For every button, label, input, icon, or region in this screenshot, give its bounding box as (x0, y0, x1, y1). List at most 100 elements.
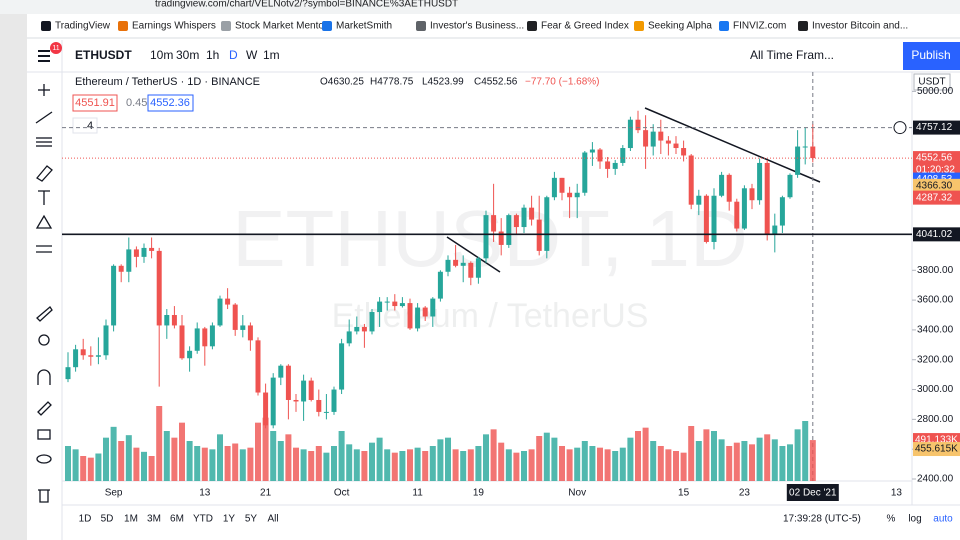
bookmark[interactable]: TradingView (55, 21, 111, 32)
candle-body (437, 271, 443, 299)
volume-bar (688, 426, 695, 481)
volume-bar (627, 437, 634, 481)
scale-option[interactable]: auto (933, 514, 953, 525)
price-label-box (913, 178, 960, 193)
candle-body (346, 331, 352, 344)
candle-body (795, 146, 801, 175)
candle-body (483, 215, 489, 259)
indicator-count: 4 (87, 120, 93, 132)
volume-bar (141, 451, 147, 481)
range-button[interactable]: 3M (147, 514, 161, 525)
watermark-sub: Ethereum / TetherUS (332, 297, 649, 335)
side-window (0, 14, 27, 540)
volume-bar (771, 439, 778, 481)
x-tick-label: 19 (473, 488, 485, 499)
interval[interactable]: 30m (176, 48, 199, 62)
candle-body (149, 247, 155, 251)
range-button[interactable]: 1M (124, 514, 138, 525)
y-tick-label: 5000.00 (917, 86, 954, 97)
add-alert[interactable] (893, 121, 907, 135)
scale-option[interactable]: log (908, 514, 921, 525)
symbol[interactable]: ETHUSDT (75, 48, 132, 62)
bookmark[interactable]: Stock Market Mentor (235, 21, 328, 32)
price-label: 4287.32 (916, 192, 953, 203)
volume-bar (741, 441, 748, 481)
bookmark-icon (634, 21, 644, 31)
bookmark[interactable]: Fear & Greed Index (541, 21, 629, 32)
y-tick-label: 3800.00 (917, 265, 954, 276)
x-tick-label: 13 (199, 488, 211, 499)
volume-bar (338, 431, 345, 481)
ohlc-value: O4630.25 (320, 77, 364, 88)
volume-bar (118, 441, 125, 481)
candle-body (453, 259, 459, 266)
candle-body (460, 262, 466, 266)
publish-button[interactable] (903, 42, 960, 70)
volume-bar (270, 431, 277, 481)
cursor-date: 02 Dec '21 (789, 488, 837, 499)
bookmark-icon (719, 21, 729, 31)
scale-option[interactable]: % (887, 514, 896, 525)
volume-bar (300, 449, 307, 481)
bookmark[interactable]: Seeking Alpha (648, 21, 712, 32)
clock: 17:39:28 (UTC-5) (783, 514, 861, 525)
ask-box[interactable] (147, 94, 194, 112)
interval[interactable]: 1h (206, 48, 219, 62)
interval[interactable]: 1m (263, 48, 280, 62)
range-button[interactable]: 1Y (223, 514, 236, 525)
volume-bar (619, 447, 626, 481)
indicator-toggle[interactable] (72, 117, 98, 134)
bookmark[interactable]: Earnings Whispers (132, 21, 216, 32)
candle-body (141, 247, 147, 257)
ohlc-value: −77.70 (−1.68%) (525, 77, 600, 88)
menu-icon[interactable] (38, 50, 50, 62)
volume-bar (414, 447, 421, 481)
bookmark[interactable]: Investor Bitcoin and... (812, 21, 908, 32)
candle-body (559, 177, 565, 193)
publish-label[interactable]: Publish (911, 48, 950, 62)
candle-body (802, 146, 808, 148)
volume-bar (201, 447, 208, 481)
candle-body (635, 119, 641, 131)
url[interactable]: tradingview.com/chart/VELNotv2/?symbol=B… (155, 0, 458, 10)
drawing-tools[interactable] (35, 84, 53, 503)
bookmark[interactable]: FINVIZ.com (733, 21, 786, 32)
x-tick-label: Nov (568, 488, 586, 499)
volume-bar (604, 449, 611, 481)
candle-body (627, 119, 633, 149)
interval[interactable]: 10m (150, 48, 173, 62)
volume-bar (764, 434, 771, 481)
range-button[interactable]: YTD (193, 514, 213, 525)
volume-bar (308, 451, 315, 481)
candle-body (270, 377, 276, 426)
candle-body (779, 197, 785, 226)
candle-body (369, 312, 375, 332)
volume-bar (597, 447, 603, 481)
price-label: 4757.12 (916, 122, 953, 133)
range-button[interactable]: 5Y (245, 514, 258, 525)
range-button[interactable]: 6M (170, 514, 184, 525)
y-tick-label: 3200.00 (917, 354, 954, 365)
volume-bar (612, 451, 619, 481)
volume-bar (642, 427, 649, 481)
interval[interactable]: D (229, 48, 238, 62)
bid-box[interactable] (72, 94, 118, 112)
bookmark[interactable]: Investor's Business... (430, 21, 524, 32)
candle-body (764, 162, 770, 235)
layout-menu[interactable]: All Time Fram... (750, 48, 834, 62)
candle-body (734, 201, 740, 229)
bookmark[interactable]: MarketSmith (336, 21, 392, 32)
candle-body (726, 174, 732, 202)
currency-box[interactable] (913, 73, 951, 91)
range-button[interactable]: All (267, 514, 278, 525)
range-button[interactable]: 5D (101, 514, 114, 525)
volume-bar (733, 442, 740, 481)
volume-bar (498, 442, 505, 481)
candle-body (605, 161, 611, 169)
candle-body (787, 174, 793, 198)
volume-bar (467, 449, 474, 481)
candle-body (673, 143, 679, 149)
trend-line (644, 107, 821, 183)
interval[interactable]: W (246, 48, 258, 62)
range-button[interactable]: 1D (79, 514, 92, 525)
